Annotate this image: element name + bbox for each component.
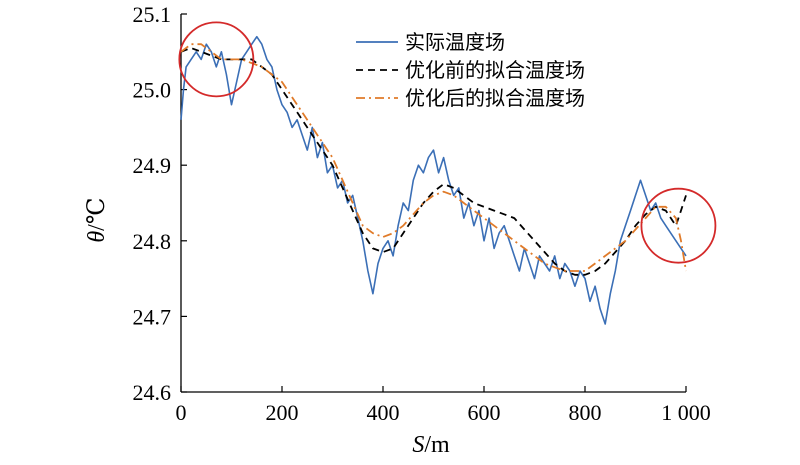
y-tick-label: 24.6 xyxy=(133,380,172,405)
x-axis-ticks: 0 200 400 600 800 1 000 xyxy=(176,386,711,425)
series-layer xyxy=(180,35,687,325)
x-tick-label: 200 xyxy=(266,400,299,425)
x-tick-label: 800 xyxy=(569,400,602,425)
highlight-circle-1 xyxy=(178,21,255,98)
y-tick-label: 24.9 xyxy=(133,153,172,178)
x-axis-unit: /m xyxy=(424,432,450,458)
y-axis-ticks: 24.6 24.7 24.8 24.9 25.0 25.1 xyxy=(133,2,187,405)
legend-label-1: 实际温度场 xyxy=(405,30,505,54)
y-tick-label: 24.8 xyxy=(133,229,172,254)
legend-label-2: 优化前的拟合温度场 xyxy=(405,58,585,82)
x-axis-var: S xyxy=(412,432,424,458)
series-line-3 xyxy=(180,43,687,272)
x-tick-label: 600 xyxy=(468,400,501,425)
highlight-circle-2 xyxy=(640,187,717,264)
x-tick-label: 0 xyxy=(176,400,187,425)
series-line-1 xyxy=(180,35,687,325)
highlight-circles xyxy=(178,21,717,264)
x-tick-label: 1 000 xyxy=(661,400,711,425)
legend-label-3: 优化后的拟合温度场 xyxy=(405,86,585,110)
x-axis-title: S/m xyxy=(412,432,450,458)
axes xyxy=(180,14,686,393)
y-tick-label: 24.7 xyxy=(133,304,172,329)
y-axis-var: θ xyxy=(84,231,110,243)
y-axis-unit: /℃ xyxy=(84,197,110,231)
series-line-2 xyxy=(180,47,687,276)
y-tick-label: 25.1 xyxy=(133,2,172,27)
x-tick-label: 400 xyxy=(367,400,400,425)
y-axis-title: θ/℃ xyxy=(84,197,110,242)
y-tick-label: 25.0 xyxy=(133,78,172,103)
